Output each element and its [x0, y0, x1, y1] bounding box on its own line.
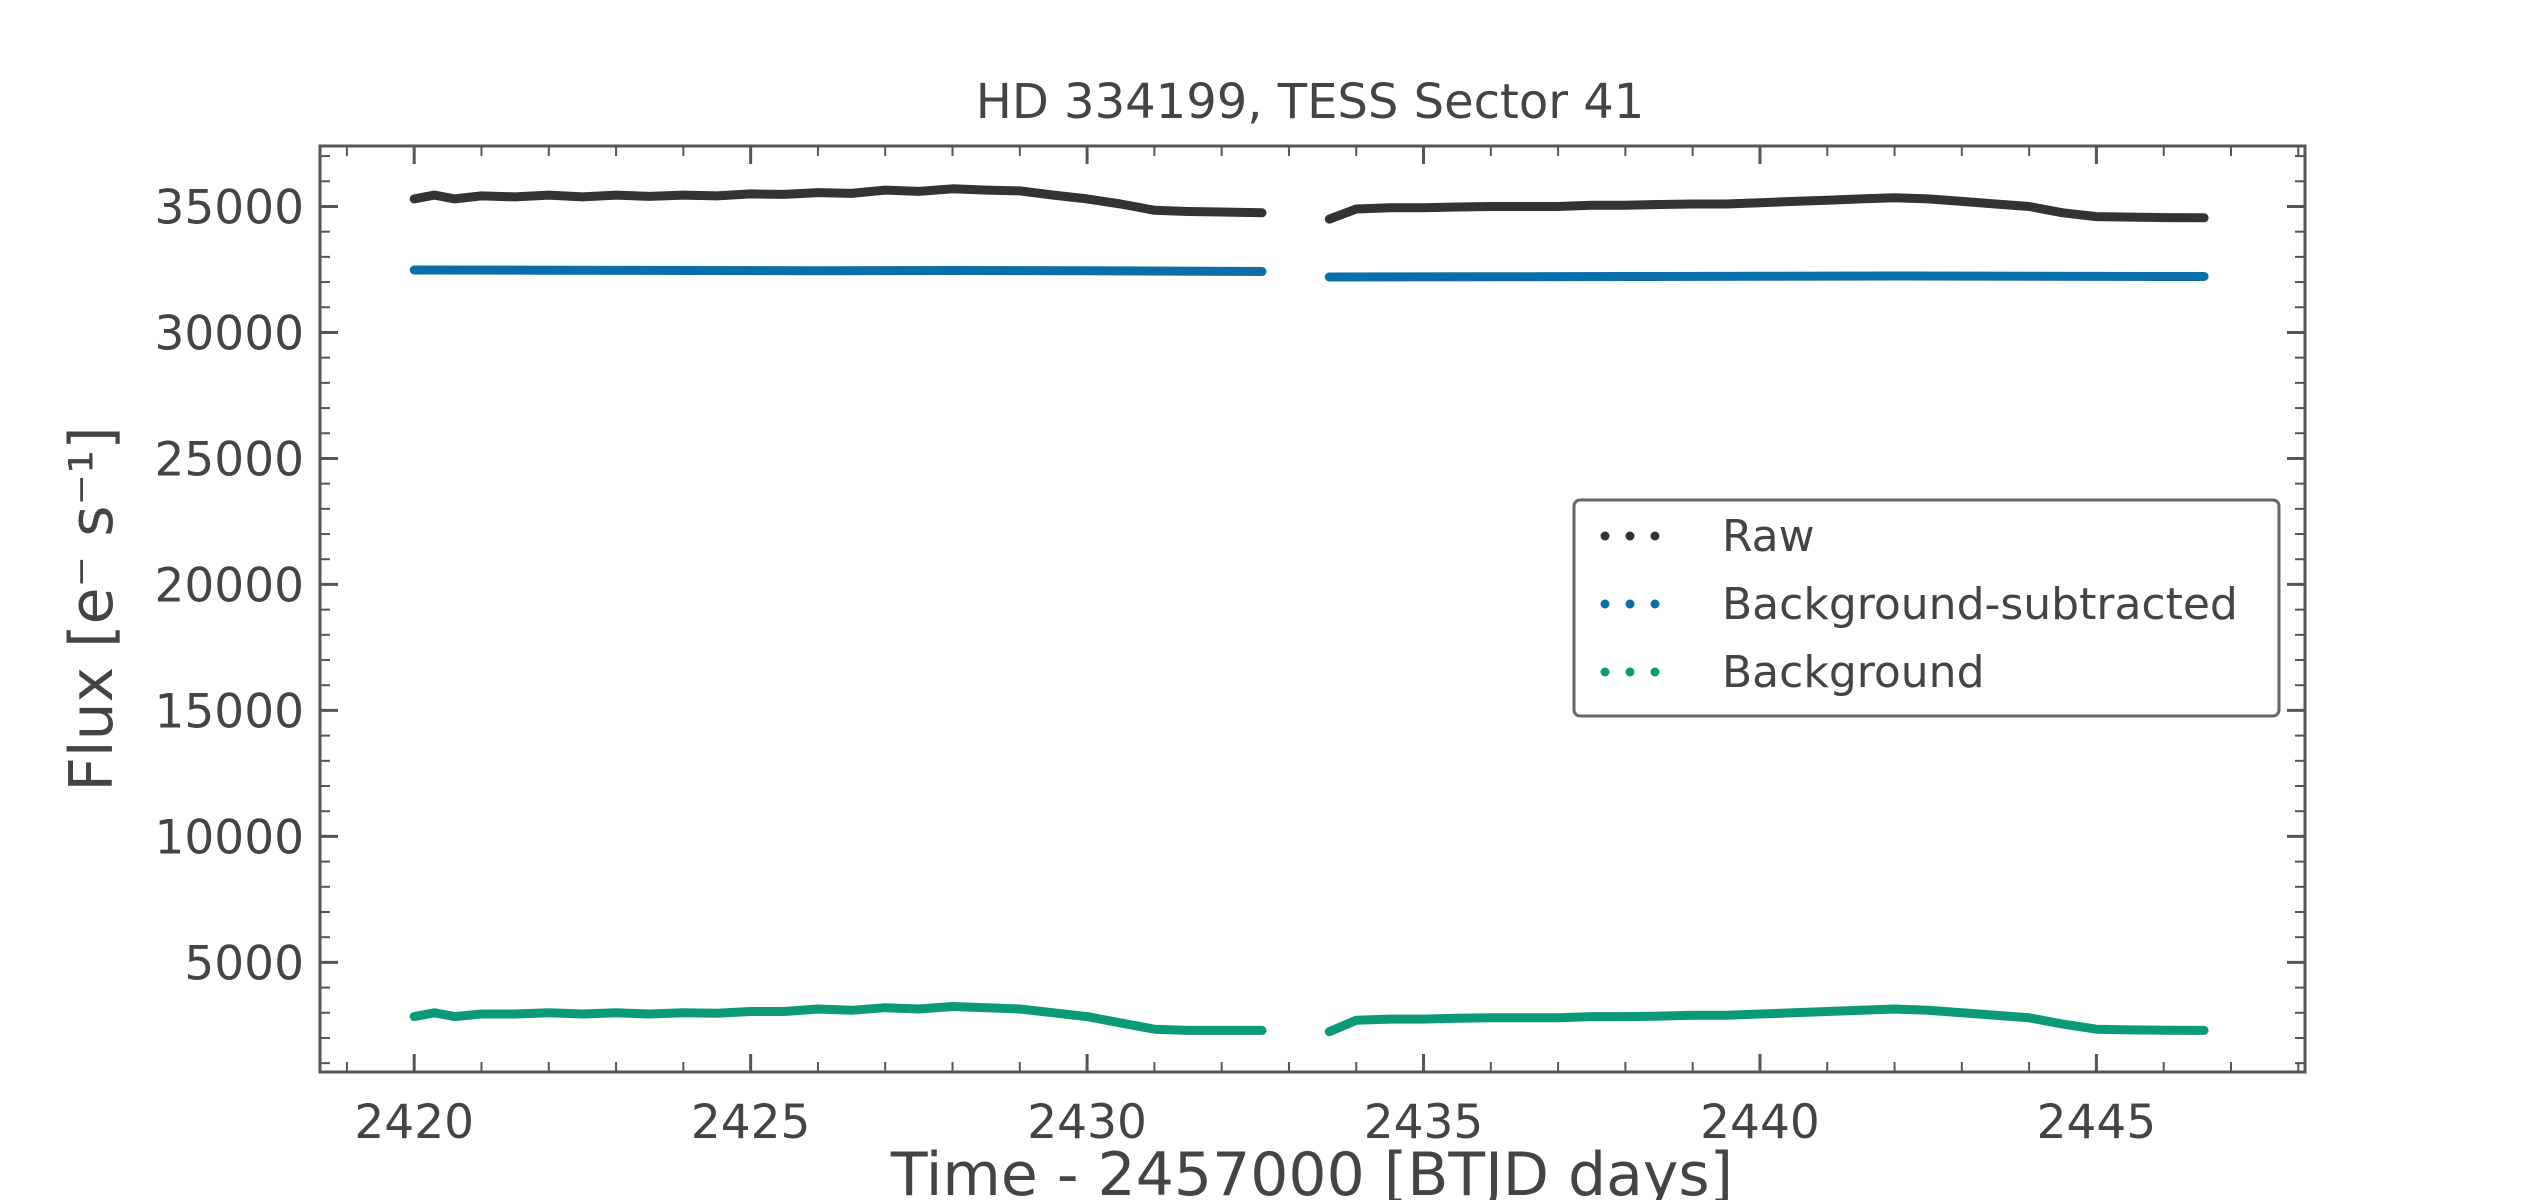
x-tick-label: 2425 — [691, 1095, 811, 1150]
legend-marker — [1625, 667, 1635, 677]
legend-entry-label: Background — [1722, 647, 1985, 698]
chart-title: HD 334199, TESS Sector 41 — [976, 74, 1645, 130]
legend: Raw Background-subtracted Background — [1572, 498, 2281, 718]
y-tick-label: 5000 — [184, 936, 304, 991]
x-tick-label: 2440 — [1700, 1095, 1820, 1150]
x-axis-label: Time - 2457000 [BTJD days] — [890, 1140, 1733, 1200]
legend-marker — [1650, 667, 1660, 677]
x-tick-label: 2430 — [1027, 1095, 1147, 1150]
x-tick-label: 2445 — [2037, 1095, 2157, 1150]
y-tick-label: 30000 — [154, 306, 304, 361]
series-background-subtracted-line — [1324, 271, 2209, 282]
legend-marker — [1625, 599, 1635, 609]
series-background-line — [409, 1002, 1267, 1035]
y-axis-label: Flux [e⁻ s⁻¹] — [57, 426, 127, 791]
series-raw-line — [409, 184, 1267, 218]
legend-box — [1572, 498, 2281, 718]
y-tick-label: 10000 — [154, 810, 304, 865]
legend-marker — [1600, 599, 1610, 609]
legend-marker — [1600, 667, 1610, 677]
y-tick-label: 25000 — [154, 432, 304, 487]
legend-marker — [1650, 599, 1660, 609]
legend-marker — [1625, 531, 1635, 541]
series-layer — [409, 184, 2209, 1037]
legend-marker — [1600, 531, 1610, 541]
legend-entries: Raw Background-subtracted Background — [1600, 511, 2238, 698]
y-tick-label: 20000 — [154, 558, 304, 613]
legend-marker — [1650, 531, 1660, 541]
series-background-line — [1324, 1004, 2209, 1037]
y-tick-label: 15000 — [154, 684, 304, 739]
legend-entry-label: Background-subtracted — [1722, 579, 2238, 630]
series-raw-line — [1324, 193, 2209, 224]
x-tick-label: 2435 — [1364, 1095, 1484, 1150]
legend-entry-label: Raw — [1722, 511, 1815, 562]
y-tick-label: 35000 — [154, 180, 304, 235]
x-tick-label: 2420 — [354, 1095, 474, 1150]
series-background-subtracted-line — [409, 265, 1267, 276]
ticks-layer: 2420 2425 2430 2435 2440 2445 5000 10000 15000 20… — [154, 146, 2305, 1150]
plot-frame — [318, 144, 2307, 1074]
